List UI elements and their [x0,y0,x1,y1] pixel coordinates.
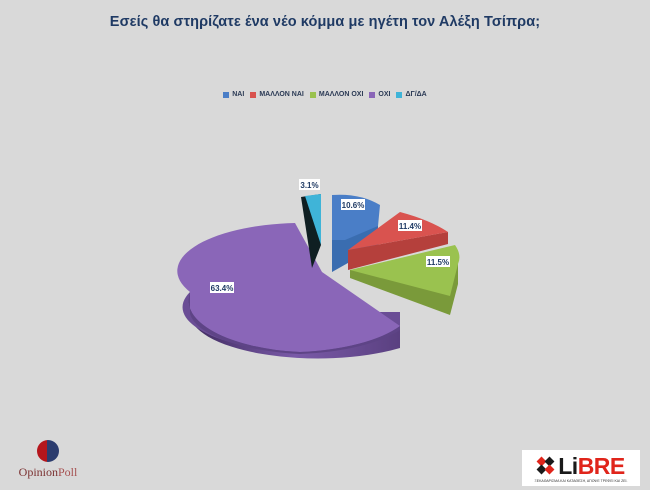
svg-text:3.1%: 3.1% [300,181,318,190]
legend-label: ΜΑΛΛΟΝ ΝΑΙ [259,91,304,98]
svg-text:11.5%: 11.5% [427,258,449,267]
slice-dg-da [301,194,321,268]
legend-item-nai: ΝΑΙ [223,91,244,98]
libre-diamonds-icon [536,456,555,475]
legend-swatch [309,91,316,98]
svg-text:63.4%: 63.4% [211,284,234,293]
logo-text-poll: Poll [58,465,78,479]
libre-tagline: ΞΕΚΑΘΑΡΙΣΜΑ ΚΑΙ ΚΑΤΑΘΕΣΗ, ΑΠΟΨΕ ΤΡΕΦΕΙ Κ… [534,478,628,483]
legend-swatch [396,91,403,98]
chart-legend: ΝΑΙ ΜΑΛΛΟΝ ΝΑΙ ΜΑΛΛΟΝ ΟΧΙ ΟΧΙ ΔΓ/ΔΑ [0,91,650,98]
svg-text:11.4%: 11.4% [399,222,421,231]
label-dg-da: 3.1% [299,179,320,190]
libre-text-li: Li [558,452,578,479]
legend-label: ΝΑΙ [232,91,245,98]
legend-item-oxi: ΟΧΙ [369,91,390,98]
slice-oxi [177,223,400,359]
chart-title: Εσείς θα στηρίζατε ένα νέο κόμμα με ηγέτ… [109,14,541,30]
legend-item-mallon-nai: ΜΑΛΛΟΝ ΝΑΙ [250,91,304,98]
opinion-poll-logo: OpinionPoll [8,440,88,480]
label-mallon-oxi: 11.5% [426,256,450,267]
svg-text:10.6%: 10.6% [342,201,365,210]
libre-text-bre: BRE [577,452,626,479]
legend-swatch [369,91,376,98]
label-mallon-nai: 11.4% [398,220,422,231]
logo-text-opinion: Opinion [18,465,58,479]
legend-label: ΜΑΛΛΟΝ ΟΧΙ [318,91,364,98]
legend-item-dg-da: ΔΓ/ΔΑ [396,91,427,98]
legend-item-mallon-oxi: ΜΑΛΛΟΝ ΟΧΙ [309,91,364,98]
legend-swatch [223,91,230,98]
opinion-poll-circle-icon [37,440,59,462]
legend-label: ΔΓ/ΔΑ [405,91,427,98]
label-nai: 10.6% [341,199,365,210]
label-oxi: 63.4% [210,282,234,293]
legend-label: ΟΧΙ [378,91,391,98]
libre-logo: LiBRE ΞΕΚΑΘΑΡΙΣΜΑ ΚΑΙ ΚΑΤΑΘΕΣΗ, ΑΠΟΨΕ ΤΡ… [522,450,640,486]
legend-swatch [250,91,257,98]
